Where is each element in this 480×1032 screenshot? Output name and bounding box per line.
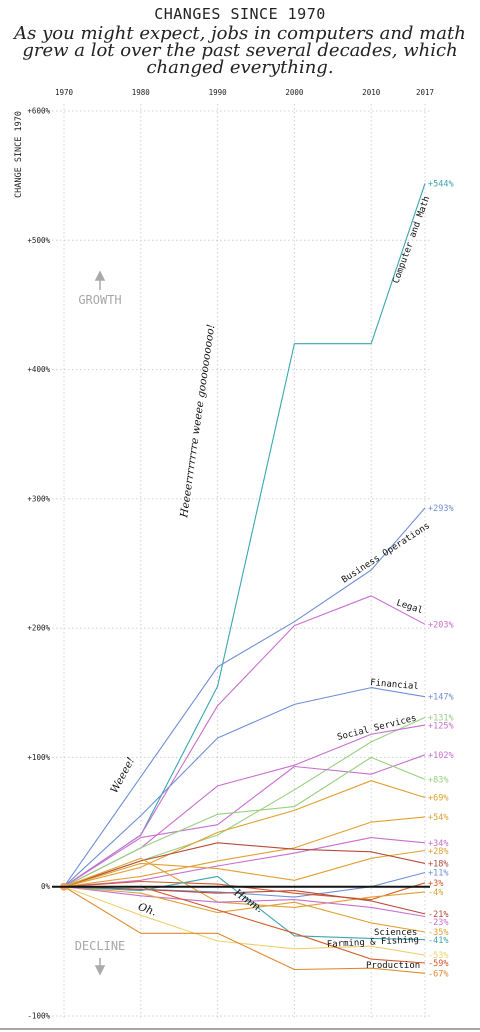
series-end-label: +54%	[428, 813, 448, 823]
series-end-label: -41%	[428, 936, 448, 946]
series-line	[63, 687, 426, 888]
y-tick-label: +300%	[27, 494, 50, 503]
zone-labels: GROWTH DECLINE	[75, 270, 126, 976]
y-tick-label: +400%	[27, 365, 50, 374]
growth-label: GROWTH	[78, 293, 121, 307]
x-tick-label: 2000	[285, 88, 304, 97]
series-end-label: -35%	[428, 928, 448, 938]
series-line	[63, 816, 426, 888]
series-name-label: Legal	[395, 598, 424, 616]
series-end-label: +203%	[428, 620, 454, 630]
y-tick-label: +600%	[27, 107, 50, 116]
series-end-label: -21%	[428, 910, 448, 920]
series-line	[63, 507, 426, 888]
growth-arrow-icon	[94, 270, 106, 290]
series-line	[63, 849, 426, 888]
series-end-label: +11%	[428, 869, 448, 879]
series-end-label: -59%	[428, 959, 448, 969]
series-end-label: +34%	[428, 839, 448, 849]
series-name-label: Financial	[370, 678, 419, 692]
x-tick-label: 1970	[55, 88, 74, 97]
series-line	[63, 842, 426, 888]
series-end-label: +69%	[428, 794, 448, 804]
series-labels: +544% +293% +203% +147% +131%+125% +102% +83% +…	[327, 179, 454, 979]
series-end-label: +544%	[428, 179, 454, 189]
series-line	[63, 857, 426, 908]
series-line	[63, 754, 426, 888]
series-end-label: +125%	[428, 721, 454, 731]
y-tick-label: +100%	[27, 753, 50, 762]
series-line	[63, 886, 426, 974]
series-line	[63, 595, 426, 888]
series-end-label: -23%	[428, 918, 448, 928]
series-line	[63, 886, 426, 915]
series-line	[63, 886, 426, 956]
series-name-label: Production	[366, 961, 420, 971]
series-name-label: Computer and Math	[391, 195, 432, 285]
series-line	[63, 837, 426, 888]
y-tick-label: 0%	[41, 882, 51, 891]
series-end-label: +147%	[428, 693, 454, 703]
annotation-text: Weeee!	[108, 755, 137, 795]
annotation-text: Oh.	[136, 901, 158, 919]
series-name-label: Business Operations	[340, 521, 432, 585]
series-end-label: +28%	[428, 847, 448, 857]
series-line	[63, 875, 426, 941]
series-line	[63, 886, 426, 933]
chart-title: CHANGES SINCE 1970	[154, 5, 326, 23]
series-end-label: -4%	[428, 888, 443, 898]
x-tick-label: 2017	[416, 88, 434, 97]
chart-header: CHANGES SINCE 1970 As you might expect, …	[0, 0, 480, 78]
series-line	[63, 886, 426, 918]
y-axis-label: CHANGE SINCE 1970	[14, 111, 24, 198]
series-line	[63, 780, 426, 888]
series-end-label: -53%	[428, 951, 448, 961]
y-tick-label: +500%	[27, 236, 50, 245]
series-name-label: Sciences	[374, 928, 417, 938]
series-line	[63, 756, 426, 888]
x-tick-label: 1990	[209, 88, 228, 97]
decline-label: DECLINE	[75, 939, 126, 953]
chart-subtitle: As you might expect, jobs in computers a…	[14, 23, 466, 78]
annotation-text: Hmm.	[231, 886, 265, 915]
series-name-label: Farming & Fishing	[327, 935, 420, 950]
series-end-label: +102%	[428, 751, 454, 761]
series-end-label: +3%	[428, 879, 443, 889]
series-end-label: -67%	[428, 969, 448, 979]
x-tick-label: 1980	[132, 88, 151, 97]
annotation-text: Heeeerrrrrrrre weeee goooooooooo!	[178, 323, 217, 519]
series-end-label: +18%	[428, 859, 448, 869]
series-line	[63, 880, 426, 901]
series-end-label: +293%	[428, 504, 454, 514]
series-lines	[60, 183, 426, 974]
series-end-label: +131%	[428, 713, 454, 723]
series-end-label: +83%	[428, 775, 448, 785]
y-tick-label: +200%	[27, 624, 50, 633]
grid-lines: 1970 1980 1990 2000 2010 2017 +600% +500% +400% +…	[27, 88, 434, 1021]
decline-arrow-icon	[94, 958, 106, 976]
y-tick-label: -100%	[27, 1012, 50, 1021]
x-tick-label: 2010	[362, 88, 381, 97]
